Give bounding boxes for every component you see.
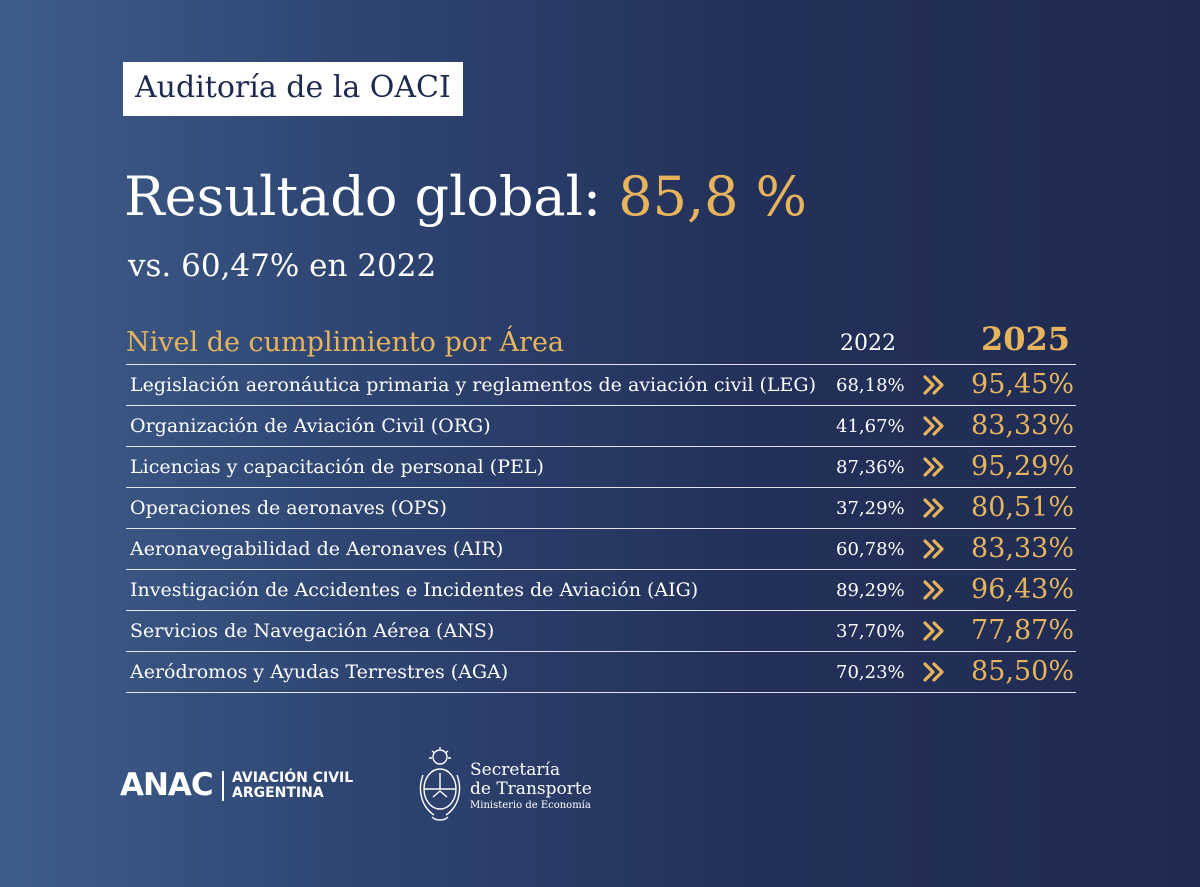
row-value-2022: 41,67% bbox=[836, 416, 905, 437]
double-chevron-right-icon bbox=[923, 457, 944, 477]
subline: vs. 60,47% en 2022 bbox=[128, 248, 437, 284]
row-value-2022: 70,23% bbox=[836, 662, 905, 683]
table-row: Investigación de Accidentes e Incidentes… bbox=[126, 569, 1076, 610]
table-row: Legislación aeronáutica primaria y regla… bbox=[126, 364, 1076, 405]
double-chevron-right-icon bbox=[923, 662, 944, 682]
row-label: Servicios de Navegación Aérea (ANS) bbox=[130, 620, 495, 642]
anac-logo: ANAC bbox=[120, 767, 214, 803]
table-row: Aeronavegabilidad de Aeronaves (AIR) 60,… bbox=[126, 528, 1076, 569]
headline: Resultado global: 85,8 % bbox=[124, 162, 807, 232]
row-label: Legislación aeronáutica primaria y regla… bbox=[130, 374, 817, 396]
secretaria-logo-text: Secretaría de Transporte Ministerio de E… bbox=[470, 761, 592, 813]
double-chevron-right-icon bbox=[923, 416, 944, 436]
compliance-table: Legislación aeronáutica primaria y regla… bbox=[126, 364, 1076, 693]
table-row: Aeródromos y Ayudas Terrestres (AGA) 70,… bbox=[126, 651, 1076, 693]
logo-divider bbox=[222, 771, 224, 801]
row-value-2025: 95,45% bbox=[971, 369, 1074, 400]
secretaria-line3: Ministerio de Economía bbox=[470, 800, 591, 811]
table-row: Organización de Aviación Civil (ORG) 41,… bbox=[126, 405, 1076, 446]
row-label: Aeródromos y Ayudas Terrestres (AGA) bbox=[130, 661, 509, 683]
row-value-2022: 87,36% bbox=[836, 457, 905, 478]
column-2022-header: 2022 bbox=[840, 331, 896, 356]
badge-title: Auditoría de la OACI bbox=[123, 62, 463, 116]
row-label: Investigación de Accidentes e Incidentes… bbox=[130, 579, 699, 601]
anac-logo-subtitle: AVIACIÓN CIVIL ARGENTINA bbox=[232, 771, 353, 801]
anac-sub-line1: AVIACIÓN CIVIL bbox=[232, 770, 354, 786]
secretaria-line1: Secretaría bbox=[470, 760, 561, 780]
row-value-2022: 37,29% bbox=[836, 498, 905, 519]
double-chevron-right-icon bbox=[923, 621, 944, 641]
row-value-2022: 89,29% bbox=[836, 580, 905, 601]
row-value-2022: 68,18% bbox=[836, 375, 905, 396]
row-value-2025: 83,33% bbox=[971, 410, 1074, 441]
row-value-2025: 85,50% bbox=[971, 656, 1074, 687]
table-header: Nivel de cumplimiento por Área 2022 2025 bbox=[126, 320, 1074, 365]
row-label: Licencias y capacitación de personal (PE… bbox=[130, 456, 544, 478]
table-row: Licencias y capacitación de personal (PE… bbox=[126, 446, 1076, 487]
row-value-2025: 80,51% bbox=[971, 492, 1074, 523]
row-value-2025: 83,33% bbox=[971, 533, 1074, 564]
anac-sub-line2: ARGENTINA bbox=[232, 785, 324, 801]
row-label: Aeronavegabilidad de Aeronaves (AIR) bbox=[130, 538, 504, 560]
headline-prefix: Resultado global: bbox=[124, 165, 619, 228]
row-value-2025: 96,43% bbox=[971, 574, 1074, 605]
headline-value: 85,8 % bbox=[618, 165, 807, 228]
double-chevron-right-icon bbox=[923, 498, 944, 518]
table-row: Operaciones de aeronaves (OPS) 37,29% 80… bbox=[126, 487, 1076, 528]
row-label: Organización de Aviación Civil (ORG) bbox=[130, 415, 491, 437]
row-value-2025: 77,87% bbox=[971, 615, 1074, 646]
footer-logos: ANAC AVIACIÓN CIVIL ARGENTINA Secretaría… bbox=[120, 745, 592, 825]
secretaria-line2: de Transporte bbox=[470, 779, 592, 799]
double-chevron-right-icon bbox=[923, 539, 944, 559]
row-label: Operaciones de aeronaves (OPS) bbox=[130, 497, 447, 519]
area-title: Nivel de cumplimiento por Área bbox=[126, 327, 565, 358]
row-value-2022: 60,78% bbox=[836, 539, 905, 560]
column-2025-header: 2025 bbox=[981, 320, 1071, 358]
table-row: Servicios de Navegación Aérea (ANS) 37,7… bbox=[126, 610, 1076, 651]
double-chevron-right-icon bbox=[923, 580, 944, 600]
row-value-2025: 95,29% bbox=[971, 451, 1074, 482]
national-seal-icon bbox=[419, 747, 461, 821]
double-chevron-right-icon bbox=[923, 375, 944, 395]
row-value-2022: 37,70% bbox=[836, 621, 905, 642]
